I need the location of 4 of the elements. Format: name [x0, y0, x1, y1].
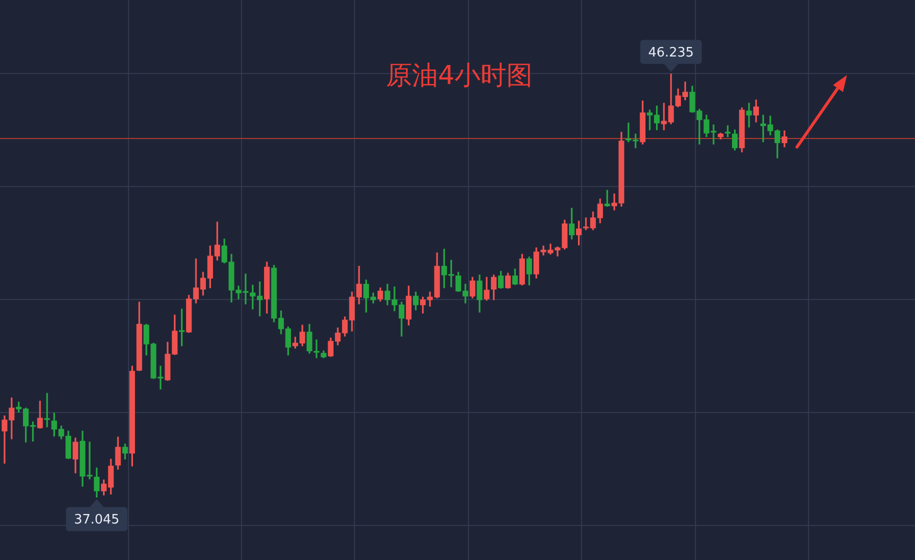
candlestick [746, 102, 752, 128]
text: 原油4小时图 [386, 60, 533, 93]
annotation: 46.235 [648, 45, 694, 60]
annotation: 37.045 [74, 512, 120, 528]
